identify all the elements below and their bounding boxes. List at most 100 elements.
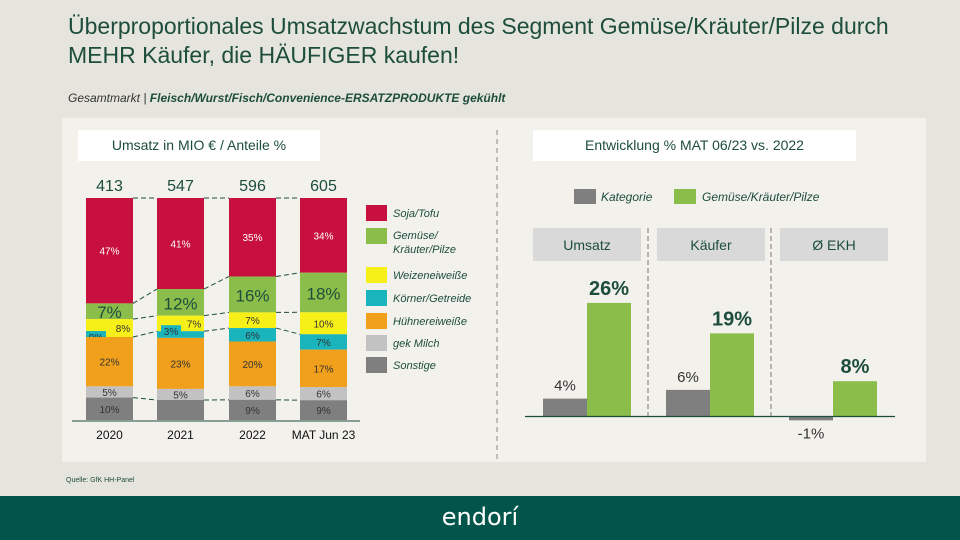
segment-label: 5% bbox=[102, 388, 117, 399]
chart-panel bbox=[62, 118, 926, 462]
subtitle: Gesamtmarkt | Fleisch/Wurst/Fisch/Conven… bbox=[68, 91, 505, 105]
segment-label: 7% bbox=[97, 303, 122, 322]
bar-segment-gemuese bbox=[157, 289, 204, 316]
bar-segment-soja bbox=[157, 198, 204, 290]
segment-label: 6% bbox=[245, 389, 260, 400]
bar-gemuese bbox=[833, 381, 877, 416]
x-tick-label: 2020 bbox=[96, 428, 123, 442]
legend-swatch-kategorie bbox=[574, 189, 596, 204]
segment-label: 3% bbox=[164, 327, 179, 338]
bar-segment-soja bbox=[229, 198, 276, 277]
segment-label: 8% bbox=[116, 324, 131, 335]
legend-swatch-milch bbox=[366, 335, 387, 351]
total-label: 596 bbox=[239, 178, 266, 195]
value-label: 8% bbox=[841, 356, 870, 378]
bar-segment-weizen bbox=[300, 312, 347, 335]
bar-segment-weizen bbox=[229, 312, 276, 329]
small-label-bg bbox=[161, 325, 181, 338]
category-header: Ø EKH bbox=[812, 237, 856, 253]
legend-label: Körner/Getreide bbox=[393, 293, 471, 305]
connector-line bbox=[275, 272, 301, 277]
x-tick-label: MAT Jun 23 bbox=[292, 428, 356, 442]
segment-label: 12% bbox=[163, 294, 197, 313]
x-tick-label: 2022 bbox=[239, 428, 266, 442]
bar-segment-sonstige bbox=[157, 400, 204, 420]
bar-kategorie bbox=[789, 416, 833, 421]
bar-segment-huehner bbox=[300, 349, 347, 388]
connector-line bbox=[132, 315, 158, 320]
legend-swatch-gemuese bbox=[674, 189, 696, 204]
legend-label: Gemüse/Kräuter/Pilze bbox=[702, 190, 820, 204]
bar-segment-huehner bbox=[229, 341, 276, 387]
segment-label: 41% bbox=[170, 240, 190, 251]
segment-label: 34% bbox=[313, 231, 333, 242]
legend-swatch-gemuese bbox=[366, 228, 387, 244]
segment-label: 7% bbox=[187, 319, 202, 330]
value-label: 19% bbox=[712, 308, 752, 330]
subtitle-bold: Fleisch/Wurst/Fisch/Convenience-ERSATZPR… bbox=[149, 91, 506, 105]
x-tick-label: 2021 bbox=[167, 428, 194, 442]
connector-line bbox=[203, 276, 230, 290]
bar-segment-milch bbox=[157, 388, 204, 401]
left-chart-title: Umsatz in MIO € / Anteile % bbox=[78, 130, 320, 161]
legend-swatch-weizen bbox=[366, 267, 387, 283]
segment-label: 6% bbox=[316, 390, 331, 401]
connector-line bbox=[275, 327, 301, 335]
footer-bar bbox=[0, 496, 960, 540]
legend-swatch-koerner bbox=[366, 290, 387, 306]
value-label: 26% bbox=[589, 278, 629, 300]
connector-line bbox=[203, 327, 230, 332]
segment-label: 9% bbox=[316, 406, 331, 417]
bar-segment-sonstige bbox=[86, 397, 133, 420]
segment-label: 5% bbox=[173, 390, 188, 401]
connector-line bbox=[132, 397, 158, 401]
legend-label: Gemüse/ bbox=[393, 230, 439, 242]
connector-line bbox=[203, 311, 230, 317]
total-label: 547 bbox=[167, 178, 194, 195]
bar-segment-soja bbox=[300, 198, 347, 273]
segment-label: 20% bbox=[242, 360, 262, 371]
legend-label: Soja/Tofu bbox=[393, 208, 439, 220]
segment-label: 35% bbox=[242, 233, 262, 244]
bar-segment-koerner bbox=[300, 334, 347, 350]
legend-label: Weizeneiweiße bbox=[393, 270, 467, 282]
segment-label: 22% bbox=[99, 358, 119, 369]
right-chart-title: Entwicklung % MAT 06/23 vs. 2022 bbox=[533, 130, 856, 161]
legend-label: gek Milch bbox=[393, 338, 439, 350]
segment-label: 7% bbox=[316, 338, 331, 349]
bar-segment-gemuese bbox=[86, 303, 133, 320]
legend-label: Hühnereiweiße bbox=[393, 316, 467, 328]
category-header-bg bbox=[533, 228, 641, 261]
segment-label: 10% bbox=[313, 319, 333, 330]
legend-label: Kategorie bbox=[601, 190, 653, 204]
bar-segment-koerner bbox=[229, 328, 276, 342]
page-title: Überproportionales Umsatzwachstum des Se… bbox=[68, 13, 889, 68]
segment-label: 9% bbox=[245, 406, 260, 417]
bar-gemuese bbox=[587, 302, 631, 416]
bar-kategorie bbox=[543, 398, 587, 416]
bar-segment-sonstige bbox=[300, 400, 347, 420]
total-label: 413 bbox=[96, 178, 123, 195]
category-header: Umsatz bbox=[563, 237, 610, 253]
bar-kategorie bbox=[666, 389, 710, 416]
bar-segment-sonstige bbox=[229, 399, 276, 420]
category-header: Käufer bbox=[690, 237, 732, 253]
bar-segment-soja bbox=[86, 198, 133, 304]
value-label: 6% bbox=[677, 369, 699, 386]
bar-segment-huehner bbox=[157, 337, 204, 389]
bar-segment-milch bbox=[229, 386, 276, 400]
bar-segment-milch bbox=[300, 387, 347, 401]
total-label: 605 bbox=[310, 178, 337, 195]
bar-gemuese bbox=[710, 333, 754, 416]
legend-label: Kräuter/Pilze bbox=[393, 244, 456, 256]
bar-segment-milch bbox=[86, 386, 133, 398]
segment-label: 6% bbox=[245, 331, 260, 342]
value-label: -1% bbox=[798, 425, 825, 442]
legend-swatch-soja bbox=[366, 205, 387, 221]
segment-label: 17% bbox=[313, 364, 333, 375]
bar-segment-gemuese bbox=[229, 276, 276, 313]
legend-swatch-sonstige bbox=[366, 357, 387, 373]
legend-label: Sonstige bbox=[393, 360, 436, 372]
subtitle-prefix: Gesamtmarkt | bbox=[68, 91, 150, 105]
segment-label: 18% bbox=[306, 285, 340, 304]
